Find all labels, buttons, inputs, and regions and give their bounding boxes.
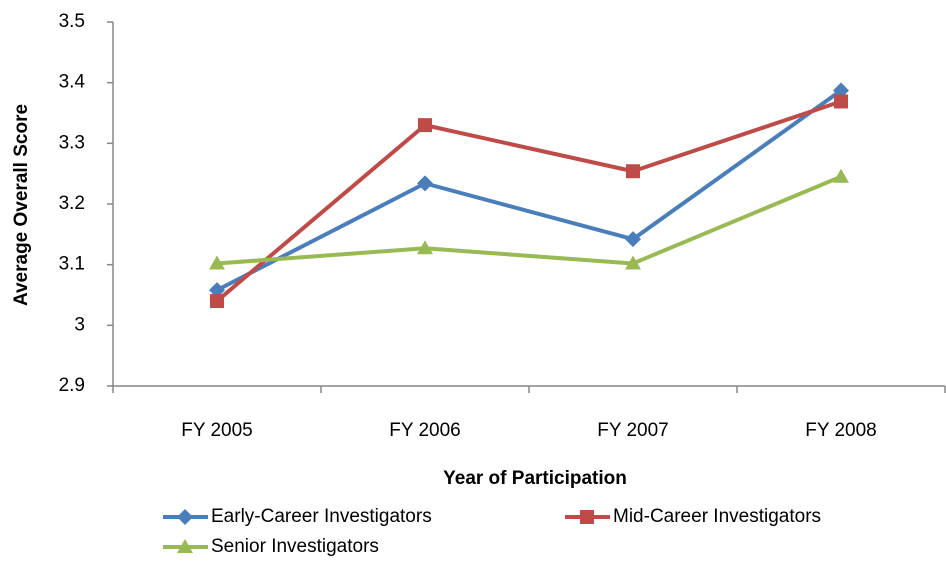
series-line (216, 88, 843, 292)
legend-marker (177, 509, 193, 525)
y-tick-label: 3 (74, 314, 85, 335)
x-tick-label: FY 2005 (181, 420, 252, 441)
legend-label: Mid-Career Investigators (613, 506, 821, 527)
y-tick-label: 3.1 (59, 254, 85, 275)
legend-marker (580, 510, 594, 524)
legend-label: Early-Career Investigators (211, 506, 432, 527)
y-tick-label: 3.3 (59, 132, 85, 153)
series-line (216, 174, 842, 266)
x-tick-label: FY 2006 (389, 420, 460, 441)
data-point (626, 164, 640, 179)
data-point (209, 255, 225, 270)
y-axis-title: Average Overall Score (11, 104, 32, 306)
data-point (417, 240, 433, 255)
y-tick-label: 3.2 (59, 193, 85, 214)
x-tick-label: FY 2008 (805, 420, 876, 441)
y-tick-label: 3.4 (59, 72, 86, 93)
y-tick-label: 3.5 (59, 11, 85, 32)
x-axis-title: Year of Participation (443, 468, 627, 489)
data-point (210, 294, 224, 309)
legend-label: Senior Investigators (211, 536, 379, 557)
series-line (215, 99, 842, 303)
data-point (418, 118, 432, 133)
data-point (417, 175, 433, 192)
data-point (625, 255, 641, 270)
x-tick-label: FY 2007 (597, 420, 668, 441)
legend-marker (177, 539, 193, 553)
data-point (625, 231, 641, 248)
data-point (834, 94, 848, 109)
data-point (833, 168, 849, 183)
y-tick-label: 2.9 (59, 375, 85, 396)
